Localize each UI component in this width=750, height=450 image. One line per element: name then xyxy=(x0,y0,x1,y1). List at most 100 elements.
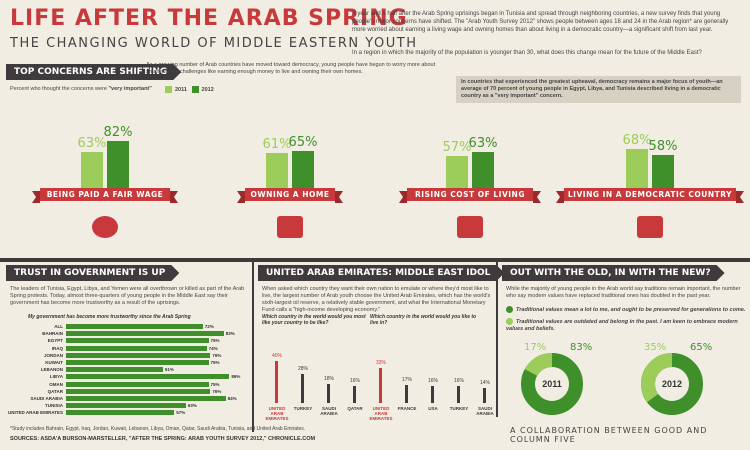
concerns-text: As a growing number of Arab countries ha… xyxy=(146,62,436,75)
trust-row: QATAR 76% xyxy=(8,388,248,395)
uae-question-1: Which country in the world would you mos… xyxy=(262,314,366,326)
trust-chart-title: My government has become more trustworth… xyxy=(28,314,191,320)
trust-country: SAUDI ARABIA xyxy=(30,396,63,401)
uae-value: 16% xyxy=(349,378,360,385)
bar-2012 xyxy=(472,152,494,190)
footnote: *Study includes Bahrain, Egypt, Iraq, Jo… xyxy=(10,426,306,432)
pct-2011: 63% xyxy=(77,136,107,152)
values-banner: OUT WITH THE OLD, IN WITH THE NEW? xyxy=(502,265,725,281)
donut-modern-label: 35% xyxy=(644,342,666,353)
trust-bar xyxy=(66,403,186,409)
trust-value: 63% xyxy=(187,403,197,409)
uae-bar xyxy=(457,386,460,403)
trust-row: BAHRAIN 83% xyxy=(8,331,248,337)
trust-country: IRAQ xyxy=(51,345,63,351)
column-divider-2 xyxy=(496,262,498,417)
uae-value: 40% xyxy=(271,353,282,359)
trust-chart: ALL 72% BAHRAIN 83% EGYPT 75% IRAQ 74% JORDAN 76%… xyxy=(8,324,248,419)
trust-row: LIBYA 86% xyxy=(8,374,248,380)
uae-value: 17% xyxy=(401,377,412,384)
trust-country: QATAR xyxy=(47,388,63,394)
trust-bar xyxy=(66,345,207,351)
uae-bar xyxy=(327,384,330,403)
trust-row: OMAN 75% xyxy=(8,381,248,388)
uae-value: 14% xyxy=(479,380,490,387)
values-option-modern: Traditional values are outdated and belo… xyxy=(506,318,746,333)
trust-country: LIBYA xyxy=(49,374,63,380)
trust-country: LEBANON xyxy=(40,367,63,373)
trust-value: 51% xyxy=(164,367,174,373)
uae-value: 28% xyxy=(297,365,308,372)
trust-row: ALL 72% xyxy=(8,324,248,330)
traditional-dot-icon xyxy=(506,306,513,313)
bar-2011 xyxy=(266,153,288,190)
uae-value: 16% xyxy=(453,378,464,385)
uae-bar xyxy=(483,388,486,403)
trust-value: 75% xyxy=(210,360,220,365)
concern-group: 63% 82% BEING PAID A FAIR WAGE xyxy=(31,100,179,255)
uae-country: UNITED ARAB EMIRATES xyxy=(265,406,289,421)
legend-swatch-2011 xyxy=(165,86,172,93)
trust-bar xyxy=(66,338,209,344)
trust-country: UNITED ARAB EMIRATES xyxy=(8,410,63,416)
trust-bar xyxy=(66,324,203,329)
trust-country: KUWAIT xyxy=(45,360,63,365)
trust-value: 75% xyxy=(210,381,220,387)
legend-label-2012: 2012 xyxy=(201,86,214,93)
prompt-emphasis: "very important" xyxy=(108,86,152,92)
concern-group: 68% 58% LIVING IN A DEMOCRATIC COUNTRY xyxy=(556,100,744,255)
trust-country: JORDAN xyxy=(43,352,63,358)
concern-label: RISING COST OF LIVING xyxy=(399,188,541,203)
donut-traditional-label: 83% xyxy=(570,342,592,353)
trust-bar xyxy=(66,374,230,380)
trust-country: TUNISIA xyxy=(45,403,63,409)
concern-icon xyxy=(277,216,303,238)
trust-bar xyxy=(66,410,175,416)
modern-dot-icon xyxy=(506,318,513,325)
trust-value: 75% xyxy=(210,338,220,344)
uae-country: SAUDI ARABIA xyxy=(476,406,494,416)
values-option-traditional: Traditional values mean a lot to me, and… xyxy=(506,306,746,314)
uae-country: TURKEY xyxy=(449,406,469,411)
legend-label-2011: 2011 xyxy=(175,86,187,93)
trust-country: OMAN xyxy=(49,381,63,387)
uae-country: USA xyxy=(428,406,438,411)
trust-banner: TRUST IN GOVERNMENT IS UP xyxy=(6,265,179,281)
uae-bar xyxy=(405,385,408,403)
concern-label: OWNING A HOME xyxy=(237,188,343,203)
concern-icon xyxy=(92,216,118,238)
pct-2012: 65% xyxy=(288,135,318,150)
donut-traditional-label: 65% xyxy=(690,342,712,353)
uae-value: 18% xyxy=(323,376,334,383)
trust-bar xyxy=(66,367,163,373)
bar-2012 xyxy=(107,140,129,190)
democracy-callout: In countries that experienced the greate… xyxy=(456,76,741,103)
column-divider-1 xyxy=(252,262,254,432)
concerns-legend: 2011 2012 xyxy=(165,86,214,94)
donut-modern-segment xyxy=(641,353,673,403)
sources: SOURCES: ASDA'A BURSON-MARSTELLER, "AFTE… xyxy=(10,436,316,442)
trust-row: KUWAIT 75% xyxy=(8,360,248,366)
bar-2011 xyxy=(626,149,648,190)
trust-value: 86% xyxy=(231,374,241,380)
concern-group: 61% 65% OWNING A HOME xyxy=(220,100,360,255)
trust-bar xyxy=(66,352,211,358)
intro-text: A year and a half after the Arab Spring … xyxy=(352,11,729,33)
concern-icon xyxy=(457,216,483,238)
credit: A COLLABORATION BETWEEN GOOD AND COLUMN … xyxy=(510,426,708,444)
trust-value: 76% xyxy=(212,388,222,394)
legend-swatch-2012 xyxy=(191,86,199,93)
concern-label: LIVING IN A DEMOCRATIC COUNTRY xyxy=(556,188,744,203)
uae-country: UNITED ARAB EMIRATES xyxy=(369,406,393,421)
trust-row: LEBANON 51% xyxy=(8,367,248,373)
page-subtitle: THE CHANGING WORLD OF MIDDLE EASTERN YOU… xyxy=(10,36,418,51)
trust-text: The leaders of Tunisia, Egypt, Libya, an… xyxy=(10,286,245,306)
donut-modern-segment xyxy=(524,353,553,377)
trust-value: 57% xyxy=(176,410,186,416)
uae-question-2: Which country in the world would you lik… xyxy=(370,314,477,326)
trust-bar xyxy=(66,396,226,401)
donut-modern-label: 17% xyxy=(524,342,546,353)
trust-value: 74% xyxy=(208,345,218,351)
page-title: LIFE AFTER THE ARAB SPRING xyxy=(10,6,408,31)
values-text: While the majority of young people in th… xyxy=(506,286,741,299)
